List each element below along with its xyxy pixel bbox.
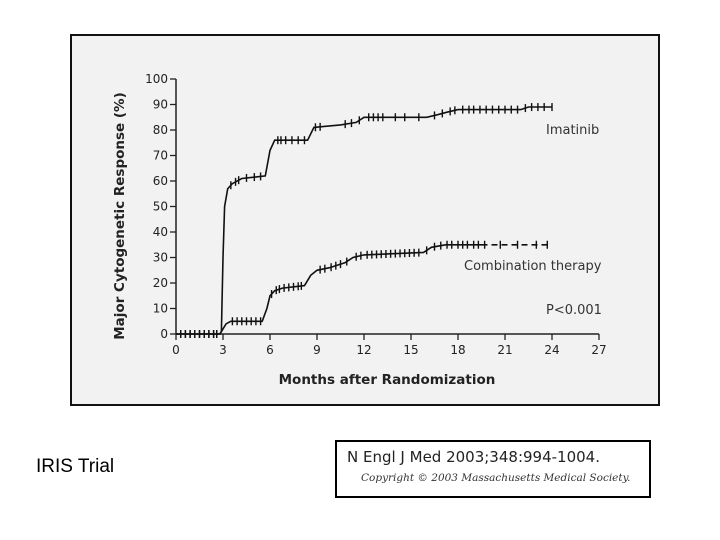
x-axis-title: Months after Randomization: [279, 372, 496, 388]
y-tick-label-30: 30: [153, 251, 168, 265]
x-tick-label-3: 3: [219, 343, 227, 357]
citation-box: N Engl J Med 2003;348:994-1004. Copyrigh…: [335, 440, 651, 498]
x-tick-label-21: 21: [497, 343, 512, 357]
y-tick-label-20: 20: [153, 276, 168, 290]
y-axis-title: Major Cytogenetic Response (%): [112, 92, 128, 340]
y-tick-label-70: 70: [153, 149, 168, 163]
series-line-0: [176, 106, 552, 335]
x-axis: 0 3 6 9 12 15 18 21 24 27: [172, 334, 607, 357]
y-tick-label-100: 100: [145, 72, 168, 86]
y-axis: 0 10 20 30 40 50 60 70 80 90 100: [145, 72, 176, 341]
x-tick-label-24: 24: [544, 343, 559, 357]
y-tick-label-80: 80: [153, 123, 168, 137]
y-tick-label-50: 50: [153, 200, 168, 214]
x-tick-label-18: 18: [450, 343, 465, 357]
series-label-combination: Combination therapy: [464, 259, 602, 274]
x-tick-label-9: 9: [313, 343, 321, 357]
y-tick-label-10: 10: [153, 302, 168, 316]
x-tick-label-0: 0: [172, 343, 180, 357]
chart-figure: 0 10 20 30 40 50 60 70 80 90 100 0 3 6 9 12 15 18 21 24 27 …: [70, 34, 660, 406]
citation-copyright: Copyright © 2003 Massachusetts Medical S…: [361, 472, 631, 484]
citation-reference: N Engl J Med 2003;348:994-1004.: [347, 448, 600, 466]
x-tick-label-15: 15: [403, 343, 418, 357]
p-value-annotation: P<0.001: [546, 303, 602, 318]
x-tick-label-27: 27: [591, 343, 606, 357]
y-tick-label-0: 0: [160, 327, 168, 341]
x-tick-label-6: 6: [266, 343, 274, 357]
x-tick-label-12: 12: [356, 343, 371, 357]
series-label-imatinib: Imatinib: [546, 123, 599, 138]
y-tick-label-60: 60: [153, 174, 168, 188]
y-tick-label-40: 40: [153, 225, 168, 239]
slide-caption: IRIS Trial: [36, 456, 115, 477]
series-line-1: [176, 244, 482, 335]
y-tick-label-90: 90: [153, 98, 168, 112]
series-group: [176, 106, 552, 335]
censor-marks-group: [179, 103, 553, 338]
